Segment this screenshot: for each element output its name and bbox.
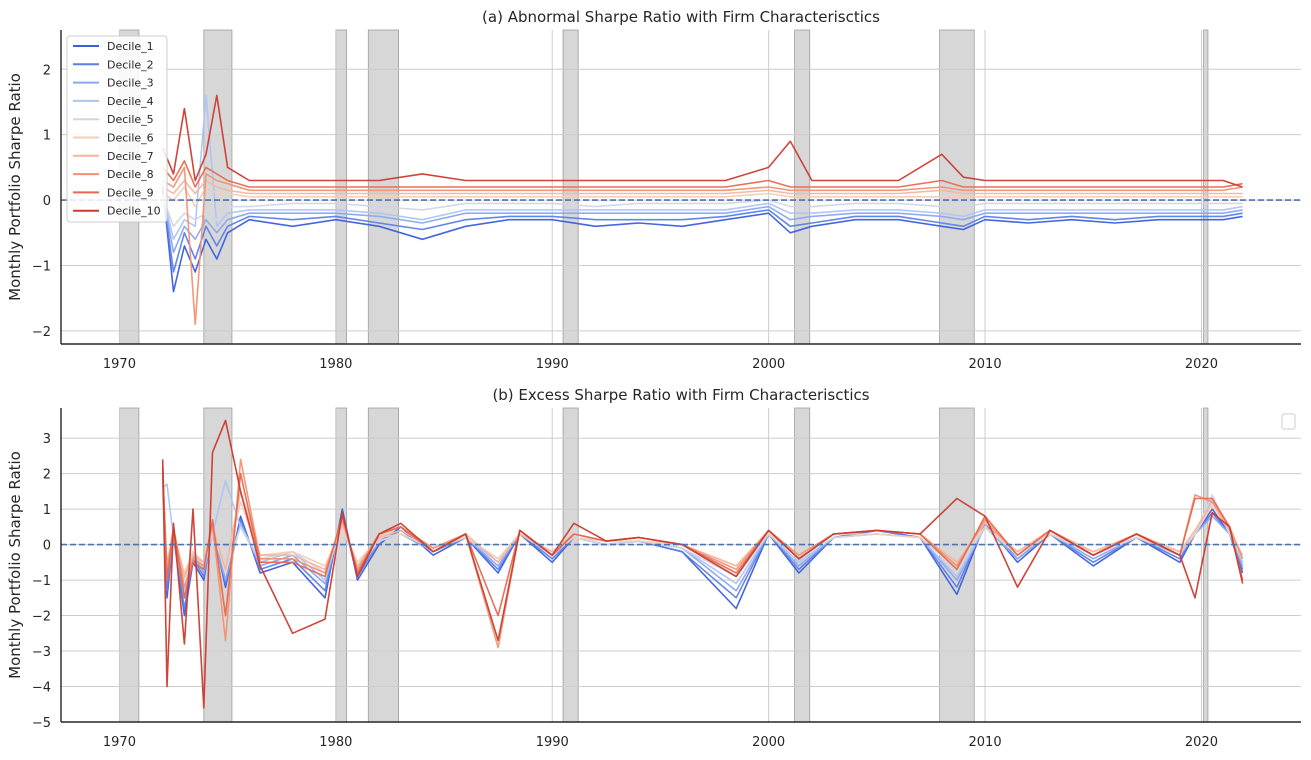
y-tick-labels: −5 −4 −3 −2 −1 0 1 2 3 [32,432,51,731]
series-line-decile-4 [161,94,1243,241]
y-tick-label: −3 [32,645,51,660]
x-tick-labels: 1970 1980 1990 2000 2010 2020 [103,357,1218,372]
series-line-decile-5 [161,196,1243,228]
empty-legend-box [1281,413,1296,430]
legend-label: Decile_4 [107,95,154,108]
y-tick-label: −2 [32,325,51,340]
series-line-decile-5 [161,494,1244,581]
series-line-decile-8 [162,166,1243,326]
x-tick-label: 1970 [103,735,136,750]
series-lines [161,419,1244,709]
y-axis-label: Monthly Portfolio Sharpe Ratio [6,73,24,301]
series-line-decile-9 [161,466,1244,617]
x-tick-labels: 1970 1980 1990 2000 2010 2020 [103,735,1218,750]
x-tick-label: 1990 [536,735,569,750]
series-line-decile-2 [161,473,1244,610]
x-tick-label: 2000 [752,735,785,750]
y-tick-label: 0 [43,539,51,554]
x-tick-label: 2010 [969,735,1002,750]
legend-label: Decile_10 [107,205,161,218]
y-tick-label: 2 [43,468,51,483]
panel-b: 1970 1980 1990 2000 2010 2020 −5 −4 −3 −2 −1 0 1 2 3 (b… [6,386,1301,750]
x-tick-label: 1980 [319,735,352,750]
x-tick-label: 1970 [103,357,136,372]
x-tick-label: 2020 [1185,735,1218,750]
series-line-decile-2 [161,190,1243,273]
y-tick-label: 1 [43,129,51,144]
shaded-period [367,407,399,723]
series-line-decile-1 [161,186,1243,293]
legend-label: Decile_1 [107,40,154,53]
y-axis-label: Monthly Portfolio Sharpe Ratio [6,451,24,679]
y-tick-label: −5 [32,716,51,731]
y-tick-label: 0 [43,194,51,209]
y-tick-label: 3 [43,432,51,447]
x-tick-label: 1980 [319,357,352,372]
shaded-period [562,407,579,723]
x-tick-label: 2020 [1185,357,1218,372]
y-tick-labels: −2 −1 0 1 2 [32,63,51,340]
y-tick-label: 2 [43,63,51,78]
legend-label: Decile_7 [107,150,154,163]
y-tick-label: 1 [43,503,51,518]
series-lines [161,94,1243,326]
legend-label: Decile_2 [107,58,154,71]
series-line-decile-10 [161,94,1243,188]
grid [61,408,1301,723]
shaded-period [1203,407,1209,723]
legend-label: Decile_6 [107,132,154,145]
chart-title: (b) Excess Sharpe Ratio with Firm Charac… [492,386,869,404]
series-line-decile-10 [161,419,1244,709]
legend: Decile_1 Decile_2 Decile_3 Decile_4 Decile_5… [66,35,168,223]
y-tick-label: −1 [32,260,51,275]
series-line-decile-1 [161,466,1244,617]
y-tick-label: −4 [32,681,51,696]
legend-label: Decile_9 [107,186,154,199]
shaded-period [119,407,140,723]
x-tick-label: 2000 [752,357,785,372]
series-line-decile-7 [162,179,1243,195]
series-line-decile-3 [161,193,1243,254]
x-tick-label: 1990 [536,357,569,372]
legend-label: Decile_8 [107,168,154,181]
legend-label: Decile_3 [107,77,154,90]
series-line-decile-9 [162,160,1243,188]
y-tick-label: −1 [32,574,51,589]
x-tick-label: 2010 [969,357,1002,372]
legend-label: Decile_5 [107,113,154,126]
chart-title: (a) Abnormal Sharpe Ratio with Firm Char… [482,8,880,26]
series-line-decile-6 [162,186,1243,208]
panel-a: 1970 1980 1990 2000 2010 2020 −2 −1 0 1 2 (a) Abnor… [6,8,1301,372]
shaded-period [335,407,348,723]
y-tick-label: −2 [32,610,51,625]
